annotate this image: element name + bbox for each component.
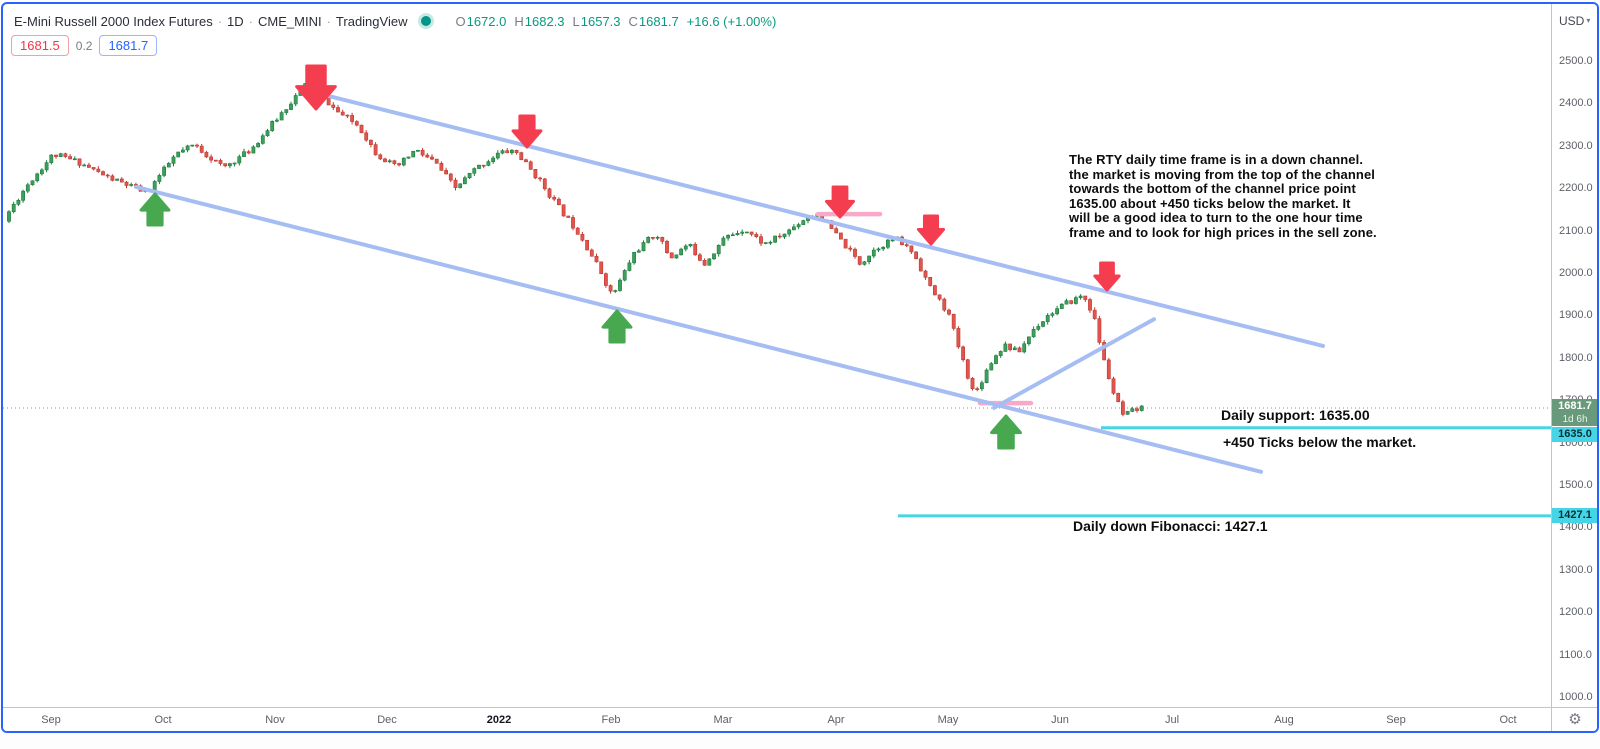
down-arrow[interactable] [295,64,337,111]
market-open-dot-icon[interactable] [421,16,432,26]
price-tick-label: 1900.0 [1559,309,1593,322]
time-axis-label: 2022 [486,714,512,726]
down-arrow[interactable] [916,214,946,246]
channel-bottom[interactable] [134,184,1263,474]
high-label: H [514,13,524,29]
channel-top[interactable] [319,92,1325,348]
buy-button[interactable]: 1681.7 [99,35,158,56]
rising-line[interactable] [992,317,1156,410]
time-axis-label: Aug [1274,714,1294,726]
bid-ask-row: 1681.5 0.2 1681.7 [11,35,158,56]
time-axis-label: Nov [265,714,285,726]
time-axis-label: Oct [154,714,172,726]
fibonacci-label[interactable]: Daily down Fibonacci: 1427.1 [1073,518,1268,534]
price-tick-label: 2400.0 [1559,97,1593,110]
open-value: 1672.0 [466,13,507,29]
price-tick-label: 1400.0 [1559,521,1593,534]
separator: · [248,13,254,29]
up-arrow[interactable] [990,414,1022,450]
exchange-label[interactable]: CME_MINI [258,13,322,29]
support-price-badge: 1635.0 [1552,426,1597,442]
chart-canvas[interactable] [3,4,1551,707]
time-axis-label: Dec [377,714,397,726]
fibonacci-price-badge: 1427.1 [1552,508,1597,524]
change-value: +16.6 (+1.00%) [686,13,777,29]
price-tick-label: 1300.0 [1559,563,1593,576]
symbol-header: E-Mini Russell 2000 Index Futures · 1D ·… [14,12,776,30]
axis-settings-button[interactable]: ⚙ [1551,708,1597,731]
gear-icon: ⚙ [1568,711,1582,728]
symbol-title[interactable]: E-Mini Russell 2000 Index Futures [14,13,213,29]
spread-value: 0.2 [75,38,93,53]
price-tick-label: 2500.0 [1559,55,1593,67]
price-tick-label: 2000.0 [1559,267,1593,279]
open-label: O [455,13,466,29]
down-arrow[interactable] [1093,261,1121,292]
interval-label[interactable]: 1D [227,13,244,29]
vendor-label[interactable]: TradingView [335,13,408,29]
ticks-below-label[interactable]: +450 Ticks below the market. [1223,434,1417,450]
time-axis[interactable]: Sep Oct Nov Dec 2022 Feb Mar Apr May Jun Jul Aug Sep… [3,707,1597,731]
time-axis-label: Mar [713,714,733,726]
time-axis-label: Apr [827,714,845,726]
bar-countdown: 1d 6h [1562,413,1588,425]
close-value: 1681.7 [638,13,679,29]
current-price-value: 1681.7 [1558,399,1592,412]
low-value: 1657.3 [580,13,621,29]
price-tick-label: 1500.0 [1559,479,1593,491]
daily-support-label[interactable]: Daily support: 1635.00 [1221,407,1370,423]
price-tick-label: 2100.0 [1559,224,1593,237]
close-label: C [628,13,638,29]
currency-label: USD [1559,14,1585,28]
chart-widget: E-Mini Russell 2000 Index Futures · 1D ·… [1,2,1599,733]
price-tick-label: 2300.0 [1559,139,1593,152]
up-arrow[interactable] [601,309,633,344]
up-arrow[interactable] [139,192,171,227]
time-axis-label: Sep [41,714,61,726]
price-tick-label: 1000.0 [1559,691,1593,703]
low-label: L [572,13,580,29]
sell-button[interactable]: 1681.5 [11,35,69,56]
down-arrow[interactable] [825,185,855,219]
time-axis-label: May [937,714,959,726]
down-arrow[interactable] [511,114,543,149]
price-tick-label: 2200.0 [1559,182,1593,195]
analysis-note[interactable]: The RTY daily time frame is in a down ch… [1069,152,1377,240]
time-axis-label: Feb [601,714,621,726]
price-tick-label: 1200.0 [1559,606,1593,619]
time-axis-label: Sep [1386,714,1406,726]
time-axis-label: Oct [1499,714,1517,726]
separator: · [326,13,331,29]
price-tick-label: 1800.0 [1559,351,1593,364]
high-value: 1682.3 [524,13,565,29]
currency-dropdown[interactable]: USD ▾ [1559,14,1590,28]
time-axis-label: Jun [1051,714,1069,726]
candlestick-series [7,81,1144,417]
chevron-down-icon: ▾ [1586,16,1591,25]
price-tick-label: 1100.0 [1559,648,1592,661]
time-axis-label: Jul [1164,714,1180,726]
current-price-badge: 1681.7 1d 6h [1552,398,1597,426]
price-axis[interactable]: USD ▾ 2500.0 2400.0 2300.0 2200.0 2100.0 2000.… [1551,4,1597,707]
separator: · [217,13,223,29]
